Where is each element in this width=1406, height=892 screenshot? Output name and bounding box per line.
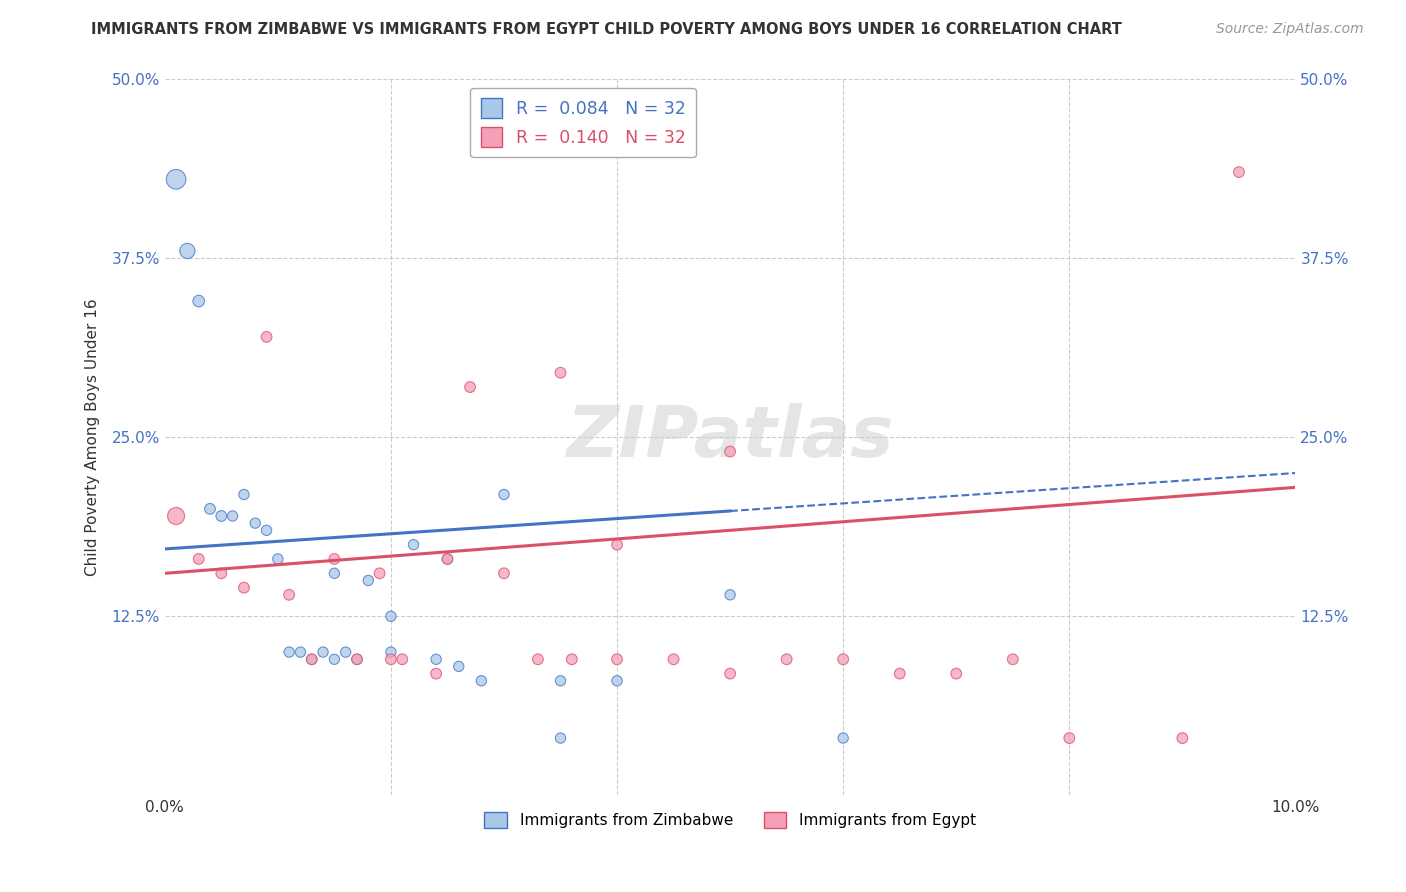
Point [1227,165,1250,179]
Point [165,172,187,186]
Point [278,645,301,659]
Point [1001,652,1024,666]
Point [458,380,481,394]
Point [1059,731,1081,745]
Point [301,652,323,666]
Point [550,366,572,380]
Point [832,652,855,666]
Point [945,666,967,681]
Point [221,508,243,523]
Point [436,552,458,566]
Y-axis label: Child Poverty Among Boys Under 16: Child Poverty Among Boys Under 16 [86,299,100,576]
Point [245,516,267,530]
Point [561,652,583,666]
Point [718,588,741,602]
Point [198,501,221,516]
Text: ZIPatlas: ZIPatlas [567,402,894,472]
Point [357,574,380,588]
Legend: Immigrants from Zimbabwe, Immigrants from Egypt: Immigrants from Zimbabwe, Immigrants fro… [478,806,981,834]
Point [402,538,425,552]
Point [425,652,447,666]
Point [1171,731,1194,745]
Point [718,444,741,458]
Point [718,666,741,681]
Point [889,666,911,681]
Text: IMMIGRANTS FROM ZIMBABWE VS IMMIGRANTS FROM EGYPT CHILD POVERTY AMONG BOYS UNDER: IMMIGRANTS FROM ZIMBABWE VS IMMIGRANTS F… [91,22,1122,37]
Point [187,294,209,309]
Point [323,566,346,581]
Point [256,524,278,538]
Point [346,652,368,666]
Point [391,652,413,666]
Point [256,330,278,344]
Point [436,552,458,566]
Point [380,652,402,666]
Point [165,508,187,523]
Point [662,652,685,666]
Point [470,673,492,688]
Point [278,588,301,602]
Point [380,609,402,624]
Point [492,487,515,501]
Point [267,552,290,566]
Text: Source: ZipAtlas.com: Source: ZipAtlas.com [1216,22,1364,37]
Point [606,538,628,552]
Point [209,508,232,523]
Point [380,645,402,659]
Point [550,673,572,688]
Point [187,552,209,566]
Point [176,244,198,258]
Point [492,566,515,581]
Point [368,566,391,581]
Point [209,566,232,581]
Point [606,673,628,688]
Point [323,652,346,666]
Point [527,652,550,666]
Point [232,487,254,501]
Point [323,552,346,566]
Point [335,645,357,659]
Point [550,731,572,745]
Point [301,652,323,666]
Point [606,652,628,666]
Point [832,731,855,745]
Point [232,581,254,595]
Point [775,652,797,666]
Point [312,645,335,659]
Point [425,666,447,681]
Point [346,652,368,666]
Point [447,659,470,673]
Point [290,645,312,659]
